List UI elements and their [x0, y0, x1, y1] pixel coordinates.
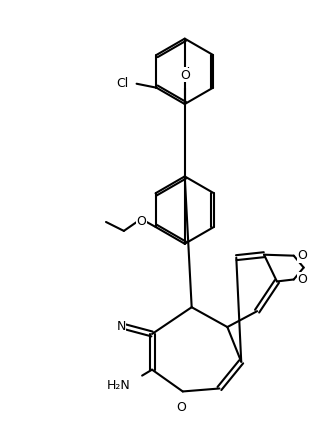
Text: Cl: Cl	[178, 67, 191, 80]
Text: O: O	[137, 216, 147, 228]
Text: H₂N: H₂N	[106, 379, 130, 392]
Text: O: O	[298, 273, 308, 286]
Text: O: O	[180, 69, 190, 82]
Text: N: N	[116, 319, 126, 333]
Text: O: O	[298, 249, 308, 262]
Text: O: O	[176, 401, 186, 414]
Text: Cl: Cl	[116, 77, 129, 90]
